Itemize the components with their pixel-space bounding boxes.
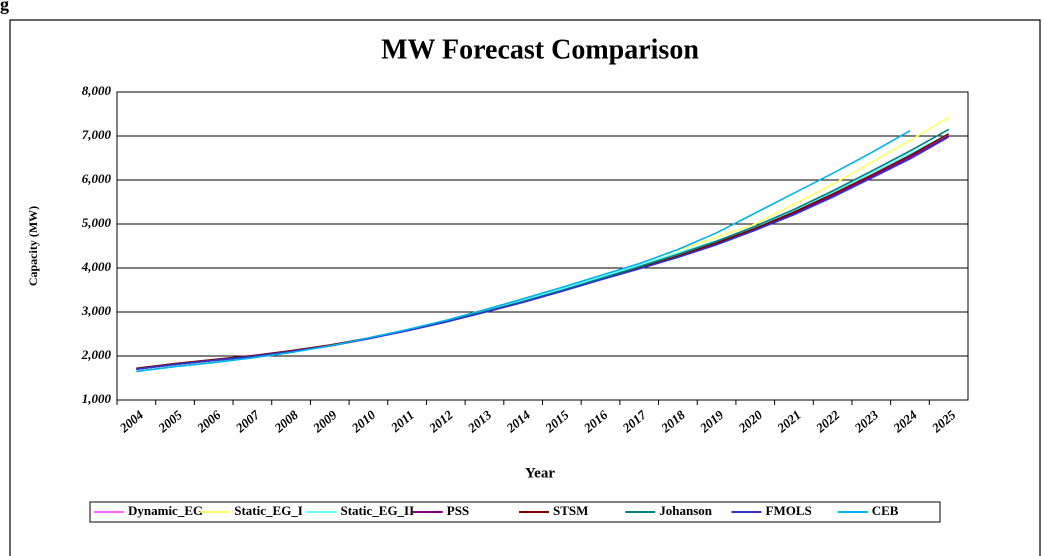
y-tick-label: 3,000 (81, 303, 112, 318)
legend-label: STSM (553, 503, 588, 518)
y-axis-label: Capacity (MW) (26, 206, 40, 286)
y-tick-label: 2,000 (81, 347, 112, 362)
legend-box (89, 501, 941, 523)
y-tick-label: 7,000 (82, 127, 112, 142)
chart-frame (9, 19, 1041, 556)
legend-label: Johanson (659, 503, 713, 518)
legend-label: CEB (872, 503, 899, 518)
corner-label: g (0, 0, 9, 14)
x-axis-label: Year (525, 465, 555, 481)
series-line (136, 136, 950, 370)
legend-label: FMOLS (766, 503, 812, 518)
legend-label: PSS (447, 503, 469, 518)
legend-label: Dynamic_EG (128, 503, 203, 518)
legend-label: Static_EG_I (234, 503, 303, 518)
series-line (136, 130, 911, 373)
chart-title: MW Forecast Comparison (381, 34, 699, 65)
y-tick-label: 6,000 (82, 171, 112, 186)
y-tick-label: 1,000 (82, 391, 112, 406)
y-tick-label: 5,000 (82, 215, 112, 230)
legend-label: Static_EG_II (341, 503, 415, 518)
y-tick-label: 8,000 (82, 83, 112, 98)
y-tick-label: 4,000 (81, 259, 112, 274)
